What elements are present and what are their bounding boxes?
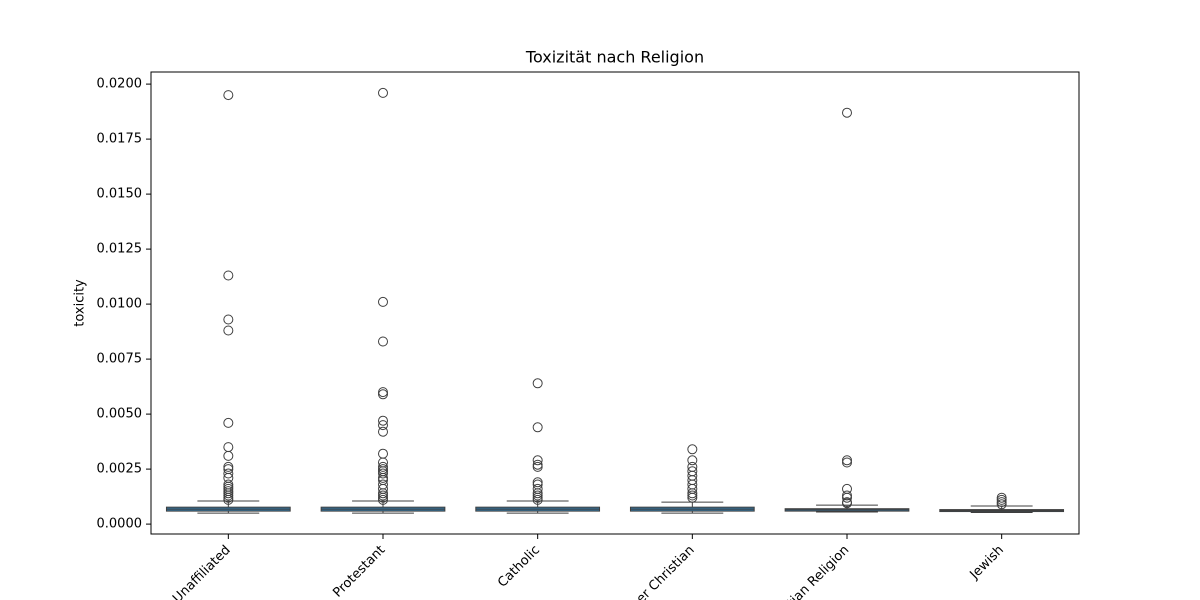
outlier bbox=[378, 448, 388, 459]
outlier bbox=[223, 488, 234, 499]
outlier bbox=[223, 490, 234, 501]
outlier bbox=[532, 378, 543, 389]
outlier bbox=[842, 457, 852, 468]
outlier bbox=[378, 426, 388, 437]
y-tick-label: 0.0200 bbox=[97, 77, 143, 92]
outlier bbox=[687, 488, 698, 499]
outlier bbox=[223, 314, 234, 325]
outlier bbox=[378, 415, 388, 426]
outlier bbox=[378, 490, 388, 501]
outlier bbox=[378, 492, 388, 503]
outlier bbox=[996, 499, 1007, 510]
y-tick-label: 0.0025 bbox=[97, 462, 143, 477]
outlier bbox=[378, 420, 388, 431]
x-tick-label: Jewish bbox=[967, 543, 1007, 583]
y-tick-label: 0.0125 bbox=[97, 242, 143, 257]
outlier bbox=[223, 461, 234, 472]
outlier bbox=[223, 270, 234, 281]
outlier bbox=[223, 468, 234, 479]
outlier bbox=[996, 492, 1007, 503]
outlier bbox=[687, 455, 698, 466]
outlier bbox=[223, 442, 234, 453]
outlier bbox=[532, 494, 543, 505]
outlier bbox=[378, 387, 388, 398]
outlier bbox=[223, 417, 234, 428]
outlier bbox=[223, 450, 234, 461]
x-tick-label: Non-Christian Religion bbox=[740, 543, 853, 600]
x-tick-label: Other Christian bbox=[617, 543, 698, 600]
outlier bbox=[378, 389, 388, 400]
y-tick-label: 0.0050 bbox=[97, 407, 143, 422]
outlier bbox=[532, 422, 543, 433]
outlier bbox=[842, 492, 852, 503]
outlier bbox=[532, 492, 543, 503]
y-tick-label: 0.0150 bbox=[97, 187, 143, 202]
outlier bbox=[378, 87, 388, 98]
outlier bbox=[532, 461, 543, 472]
outlier bbox=[378, 461, 388, 472]
outlier bbox=[223, 494, 234, 505]
outlier bbox=[378, 296, 388, 307]
outlier bbox=[532, 455, 543, 466]
outlier bbox=[687, 492, 698, 503]
outlier bbox=[687, 490, 698, 501]
outlier bbox=[378, 336, 388, 347]
x-tick-label: Unaffiliated bbox=[170, 543, 234, 600]
x-tick-label: Protestant bbox=[330, 543, 388, 600]
outlier bbox=[842, 498, 852, 509]
chart-title: Toxizität nach Religion bbox=[525, 48, 704, 67]
outlier bbox=[532, 477, 543, 488]
outlier bbox=[996, 494, 1007, 505]
y-tick-label: 0.0075 bbox=[97, 352, 143, 367]
outlier bbox=[223, 325, 234, 336]
outlier bbox=[223, 90, 234, 101]
y-tick-label: 0.0100 bbox=[97, 297, 143, 312]
plot-frame bbox=[150, 71, 1080, 535]
outlier bbox=[996, 497, 1007, 508]
outlier bbox=[532, 490, 543, 501]
outlier bbox=[842, 490, 852, 501]
y-tick-label: 0.0175 bbox=[97, 132, 143, 147]
outlier bbox=[842, 107, 852, 118]
outlier bbox=[223, 492, 234, 503]
outlier bbox=[378, 468, 388, 479]
y-axis-label: toxicity bbox=[73, 279, 88, 327]
outlier bbox=[378, 494, 388, 505]
outlier bbox=[532, 459, 543, 470]
outlier bbox=[687, 444, 698, 455]
outlier bbox=[842, 455, 852, 466]
outlier bbox=[532, 488, 543, 499]
outlier bbox=[378, 488, 388, 499]
y-tick-label: 0.0000 bbox=[97, 517, 143, 532]
x-tick-label: Catholic bbox=[495, 543, 543, 591]
outlier bbox=[378, 472, 388, 483]
